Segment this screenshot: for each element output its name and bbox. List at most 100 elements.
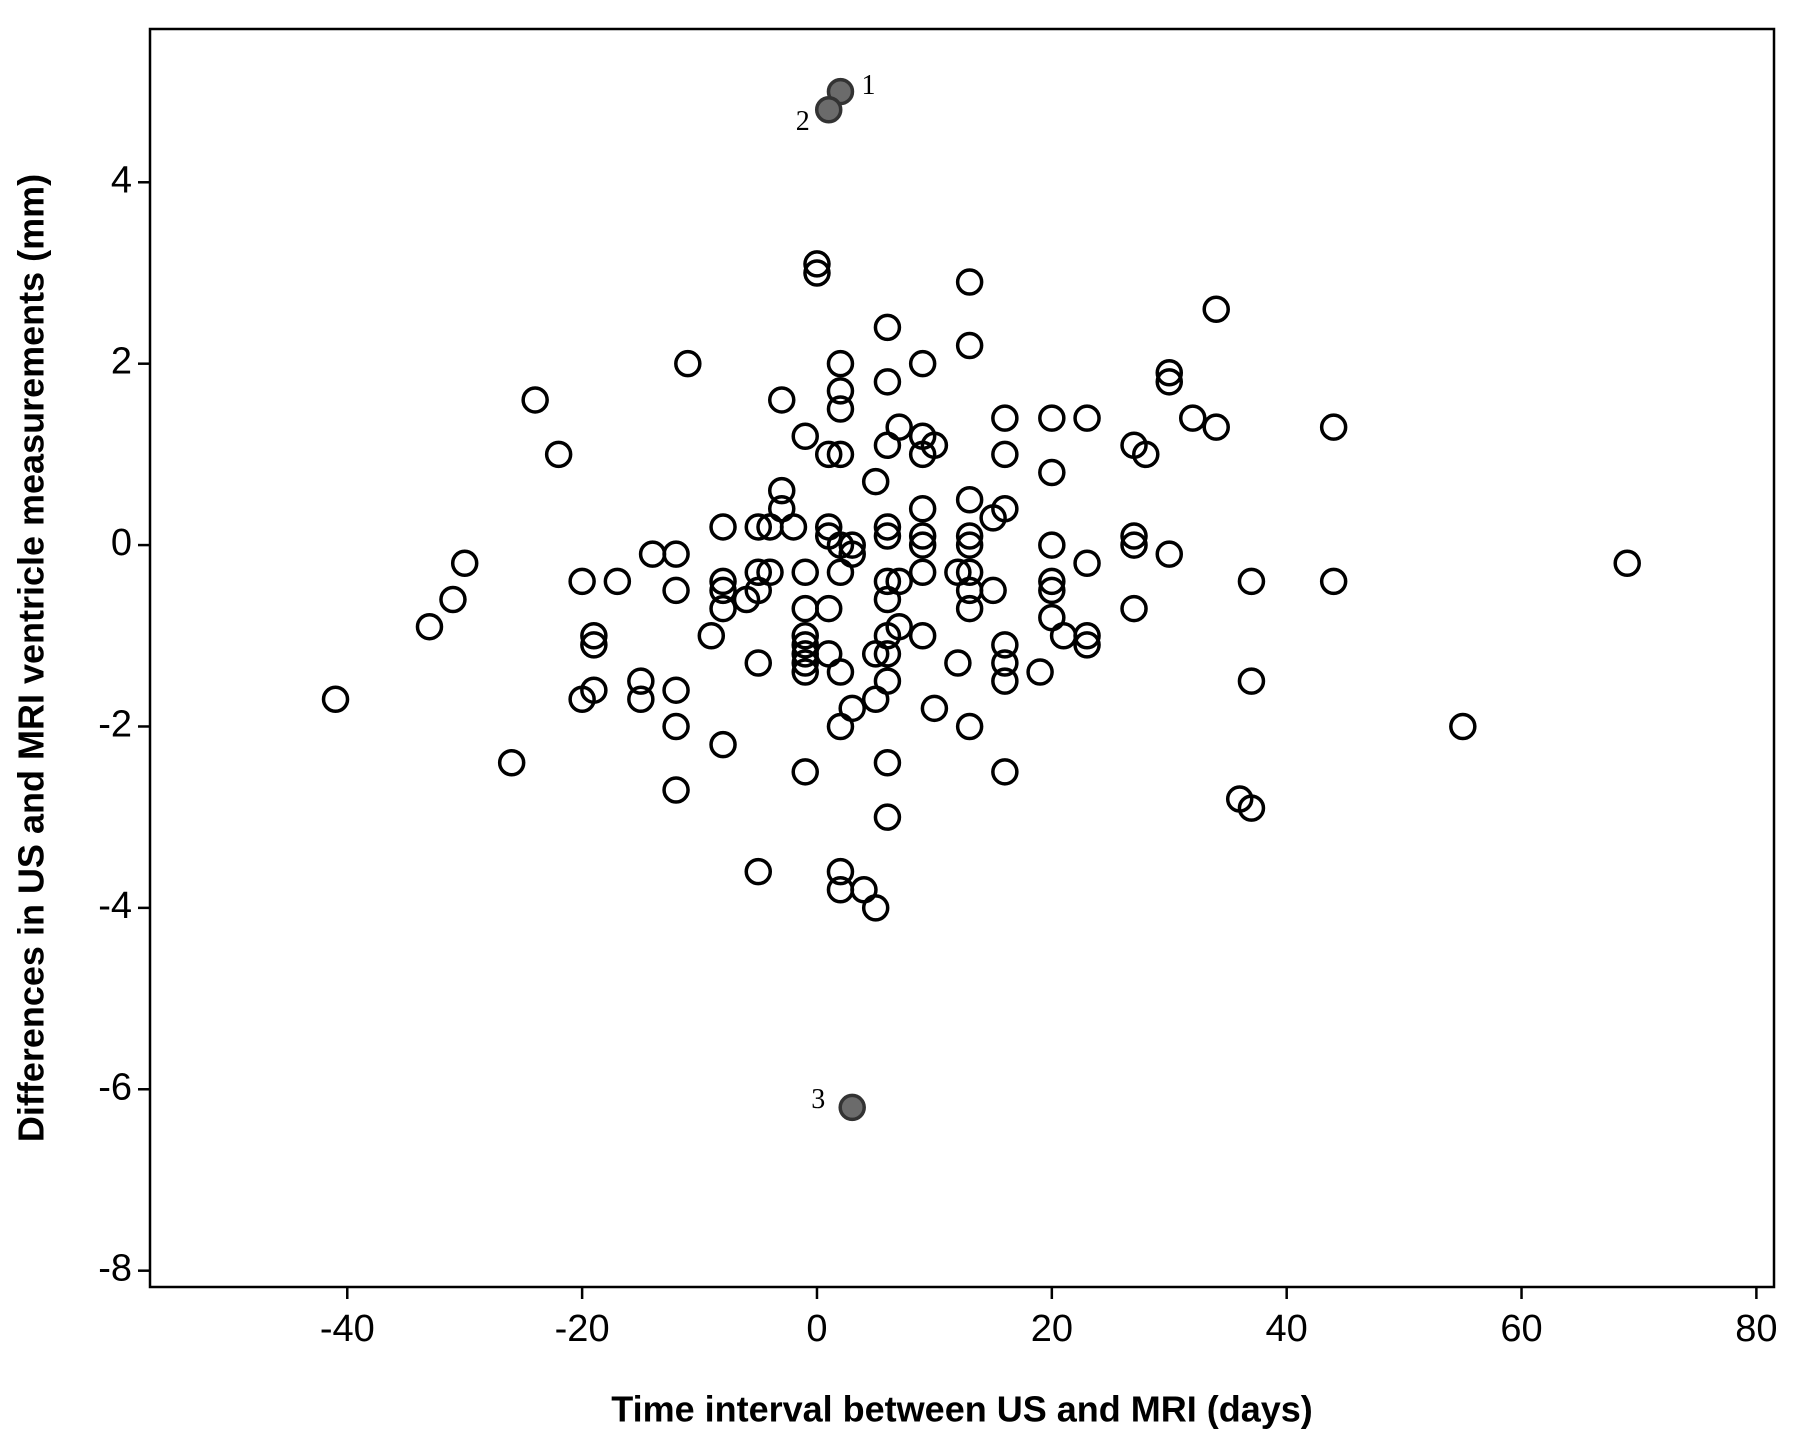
- point: [908, 522, 937, 550]
- point: [744, 558, 773, 587]
- point: [979, 576, 1007, 605]
- point: [791, 594, 819, 623]
- point: [979, 504, 1007, 532]
- point: [991, 667, 1019, 695]
- point: [791, 658, 819, 686]
- x-tick-label: 60: [1500, 1308, 1542, 1350]
- point: [955, 522, 984, 550]
- point: [838, 1093, 866, 1122]
- x-tick-label: 40: [1266, 1308, 1308, 1350]
- point: [873, 749, 902, 777]
- point: [768, 386, 796, 414]
- point: [744, 857, 773, 886]
- point: [861, 640, 890, 668]
- point: [627, 667, 655, 695]
- point: [955, 594, 984, 623]
- point: [415, 612, 444, 641]
- point: [873, 585, 902, 614]
- point: [955, 331, 984, 360]
- y-tick-label: 4: [111, 159, 132, 201]
- point: [497, 749, 526, 777]
- point: [873, 803, 902, 831]
- point: [908, 531, 937, 559]
- point: [1038, 458, 1066, 487]
- point: [873, 368, 902, 396]
- point: [803, 250, 831, 278]
- point: [674, 349, 702, 378]
- point: [826, 857, 855, 886]
- point: [1073, 622, 1101, 650]
- point: [826, 395, 855, 423]
- y-tick-label: -2: [98, 704, 132, 746]
- point: [1237, 567, 1266, 596]
- point: [744, 513, 773, 541]
- point: [991, 631, 1019, 659]
- point: [439, 585, 467, 614]
- point: [568, 567, 596, 596]
- point: [1120, 594, 1148, 623]
- point: [803, 259, 831, 287]
- point: [944, 649, 972, 677]
- point: [873, 431, 902, 460]
- point: [1613, 549, 1641, 577]
- point: [662, 540, 690, 568]
- point: [873, 313, 902, 342]
- point: [920, 694, 949, 723]
- point: [991, 649, 1019, 677]
- point: [709, 567, 737, 596]
- point: [1237, 667, 1266, 695]
- point: [908, 622, 937, 650]
- point: [908, 558, 937, 587]
- point: [826, 712, 855, 741]
- point: [779, 513, 808, 541]
- plot-frame: [148, 27, 1776, 1289]
- point: [955, 712, 984, 741]
- point: [1155, 359, 1184, 387]
- point: [638, 540, 667, 568]
- point: [1038, 531, 1066, 559]
- point: [662, 776, 690, 804]
- point: [662, 712, 690, 741]
- x-tick-label: 0: [806, 1308, 827, 1350]
- point-annotation: 1: [861, 70, 875, 101]
- point: [991, 404, 1019, 432]
- point: [744, 649, 773, 677]
- point: [791, 558, 819, 587]
- y-tick-label: -6: [98, 1066, 132, 1108]
- point: [826, 875, 855, 904]
- point: [873, 567, 902, 596]
- point: [1073, 549, 1101, 577]
- point: [873, 513, 902, 541]
- point: [1178, 404, 1207, 432]
- point: [1026, 658, 1054, 686]
- point: [768, 476, 796, 505]
- y-tick-label: 2: [111, 341, 132, 383]
- point: [814, 594, 843, 623]
- point: [580, 631, 608, 659]
- point: [1049, 622, 1078, 650]
- point: [791, 622, 819, 650]
- x-tick-label: 80: [1735, 1308, 1777, 1350]
- point: [873, 522, 902, 550]
- point: [1155, 368, 1184, 396]
- point: [955, 268, 984, 296]
- point: [826, 558, 855, 587]
- point: [662, 676, 690, 704]
- point: [814, 95, 843, 124]
- point: [709, 730, 737, 759]
- point: [1449, 712, 1477, 741]
- point: [861, 894, 890, 922]
- y-tick-label: -8: [98, 1248, 132, 1290]
- point: [908, 495, 937, 523]
- point: [1237, 794, 1266, 822]
- point-annotation: 2: [796, 106, 810, 137]
- point: [955, 485, 984, 514]
- point: [568, 685, 596, 714]
- point: [814, 440, 843, 469]
- point: [955, 531, 984, 559]
- point: [1202, 295, 1230, 324]
- point: [1073, 631, 1101, 659]
- point: [955, 558, 984, 587]
- point: [709, 576, 737, 605]
